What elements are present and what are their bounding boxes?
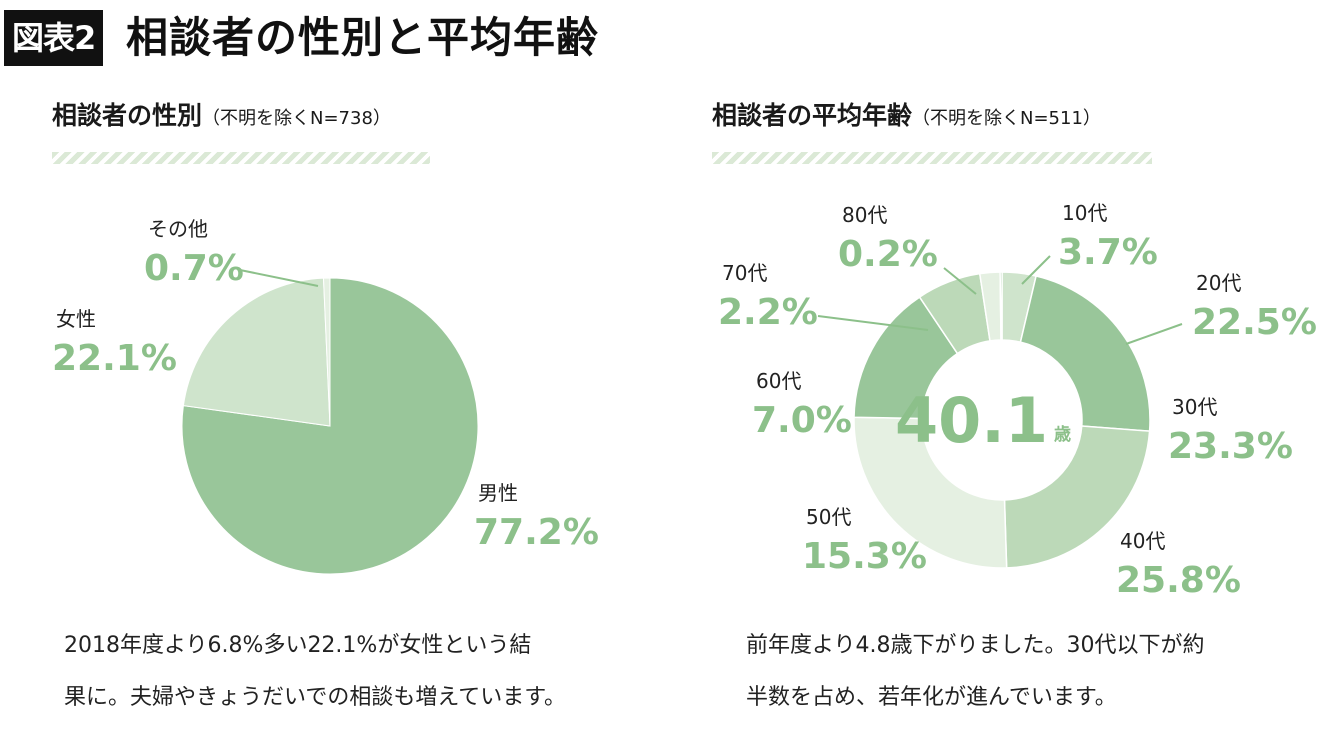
age-donut-slice-4 — [853, 416, 1008, 569]
gender-caption: 2018年度より6.8%多い22.1%が女性という結 果に。夫婦やきょうだいでの… — [64, 620, 566, 724]
figure-badge: 図表2 — [4, 10, 104, 66]
gender-female-category-label: 女性 — [56, 307, 96, 331]
age-10s-category-label: 10代 — [1062, 201, 1107, 225]
age-30s-value-label: 23.3% — [1168, 426, 1293, 467]
age-donut-slice-2 — [1019, 275, 1151, 432]
gender-pie-slice-2 — [182, 277, 331, 427]
age-20s-value-label: 22.5% — [1192, 302, 1317, 343]
gender-title-text: 相談者の性別 — [52, 101, 203, 130]
age-caption-line1: 前年度より4.8歳下がりました。30代以下が約 — [746, 633, 1205, 658]
age-chart-title: 相談者の平均年齢（不明を除くN=511） — [712, 96, 1101, 132]
gender-female-value-label: 22.1% — [52, 338, 177, 379]
gender-chart-title: 相談者の性別（不明を除くN=738） — [52, 96, 391, 132]
age-20s-category-label: 20代 — [1196, 271, 1241, 295]
age-donut-slice-8 — [999, 271, 1003, 341]
gender-male-category-label: 男性 — [478, 481, 518, 505]
figure-title: 相談者の性別と平均年齢 — [126, 13, 600, 62]
gender-title-stripe — [52, 152, 430, 164]
age-60s-value-label: 7.0% — [752, 400, 852, 441]
age-50s-value-label: 15.3% — [802, 536, 927, 577]
age-70s-leader-line — [817, 315, 929, 331]
gender-other-leader-line — [239, 269, 319, 287]
gender-other-value-label: 0.7% — [144, 248, 244, 289]
gender-caption-line2: 果に。夫婦やきょうだいでの相談も増えています。 — [64, 685, 567, 710]
age-40s-category-label: 40代 — [1120, 529, 1165, 553]
age-40s-value-label: 25.8% — [1116, 560, 1241, 601]
age-10s-leader-line — [1021, 255, 1051, 285]
age-10s-value-label: 3.7% — [1058, 232, 1158, 273]
age-caption: 前年度より4.8歳下がりました。30代以下が約 半数を占め、若年化が進んでいます… — [746, 620, 1205, 724]
age-title-stripe — [712, 152, 1152, 164]
age-80s-value-label: 0.2% — [838, 234, 938, 275]
age-50s-category-label: 50代 — [806, 505, 851, 529]
age-60s-category-label: 60代 — [756, 369, 801, 393]
age-title-text: 相談者の平均年齢 — [712, 101, 913, 130]
age-title-note: （不明を除くN=511） — [912, 108, 1101, 129]
age-donut-slice-3 — [1003, 425, 1151, 569]
age-70s-category-label: 70代 — [722, 261, 767, 285]
average-age-unit: 歳 — [1054, 424, 1071, 445]
gender-pie-slice-3 — [322, 277, 331, 427]
age-70s-value-label: 2.2% — [718, 292, 818, 333]
gender-title-note: （不明を除くN=738） — [202, 108, 391, 129]
age-80s-category-label: 80代 — [842, 203, 887, 227]
gender-caption-line1: 2018年度より6.8%多い22.1%が女性という結 — [64, 633, 532, 658]
age-80s-leader-line — [943, 267, 977, 295]
average-age-value: 40.1 — [895, 384, 1048, 457]
age-20s-leader-line — [1125, 323, 1183, 345]
age-30s-category-label: 30代 — [1172, 395, 1217, 419]
gender-other-category-label: その他 — [148, 217, 208, 241]
gender-male-value-label: 77.2% — [474, 512, 599, 553]
age-caption-line2: 半数を占め、若年化が進んでいます。 — [746, 685, 1117, 710]
